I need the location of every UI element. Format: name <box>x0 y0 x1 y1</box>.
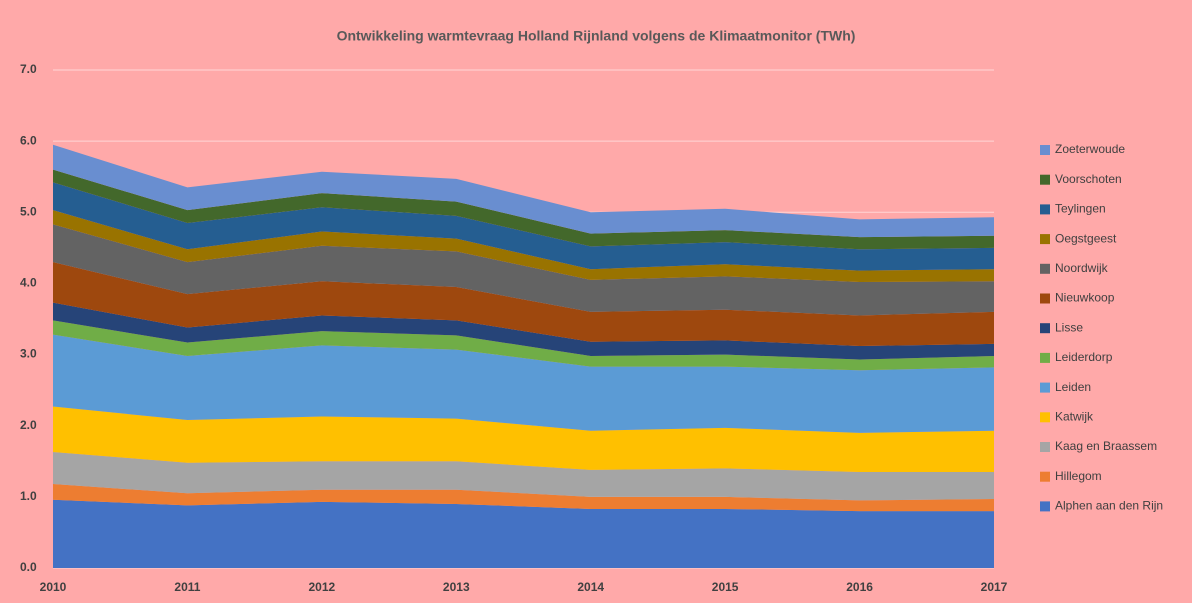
area <box>53 302 994 360</box>
legend-swatch <box>1040 442 1050 452</box>
legend-swatch <box>1040 323 1050 334</box>
legend-swatch <box>1040 412 1050 423</box>
legend-label: Nieuwkoop <box>1055 291 1115 305</box>
area <box>53 210 994 283</box>
chart-title: Ontwikkeling warmtevraag Holland Rijnlan… <box>337 28 856 44</box>
legend-swatch <box>1040 204 1050 215</box>
area <box>53 144 994 238</box>
legend-swatch <box>1040 293 1050 304</box>
legend-swatch <box>1040 382 1050 393</box>
legend-label: Lisse <box>1055 320 1083 334</box>
legend-label: Alphen aan den Rijn <box>1055 499 1163 513</box>
legend-swatch <box>1040 471 1050 482</box>
x-tick-label: 2010 <box>40 580 67 594</box>
x-tick-label: 2014 <box>577 580 604 594</box>
legend-swatch <box>1040 174 1050 185</box>
area <box>53 182 994 271</box>
legend-label: Leiden <box>1055 380 1091 394</box>
x-tick-label: 2015 <box>712 580 739 594</box>
y-tick-label: 1.0 <box>20 489 37 503</box>
legend-label: Noordwijk <box>1055 261 1109 275</box>
legend-label: Teylingen <box>1055 202 1106 216</box>
legend-label: Katwijk <box>1055 409 1094 423</box>
area <box>53 320 994 371</box>
y-tick-label: 2.0 <box>20 418 37 432</box>
x-tick-label: 2013 <box>443 580 470 594</box>
area <box>53 169 994 250</box>
legend-swatch <box>1040 145 1050 155</box>
y-tick-label: 0.0 <box>20 560 37 574</box>
legend-label: Kaag en Braassem <box>1055 439 1157 453</box>
y-tick-label: 7.0 <box>20 62 37 76</box>
legend-swatch <box>1040 501 1050 512</box>
x-tick-label: 2011 <box>174 580 200 594</box>
y-tick-label: 5.0 <box>20 204 37 218</box>
y-tick-label: 3.0 <box>20 347 37 361</box>
legend-label: Zoeterwoude <box>1055 142 1125 156</box>
area <box>53 224 994 316</box>
area <box>53 484 994 512</box>
areas <box>53 144 994 568</box>
legend-label: Hillegom <box>1055 469 1102 483</box>
x-tick-label: 2016 <box>846 580 873 594</box>
y-tick-label: 4.0 <box>20 276 37 290</box>
area <box>53 499 994 568</box>
legend-swatch <box>1040 263 1050 274</box>
legend-label: Oegstgeest <box>1055 231 1117 245</box>
x-tick-label: 2017 <box>981 580 1008 594</box>
x-tick-label: 2012 <box>309 580 336 594</box>
area <box>53 262 994 347</box>
area <box>53 334 994 433</box>
y-tick-label: 6.0 <box>20 133 37 147</box>
area <box>53 452 994 501</box>
legend-swatch <box>1040 234 1050 245</box>
legend-label: Leiderdorp <box>1055 350 1113 364</box>
legend-label: Voorschoten <box>1055 172 1122 186</box>
legend-swatch <box>1040 352 1050 363</box>
area <box>53 406 994 472</box>
